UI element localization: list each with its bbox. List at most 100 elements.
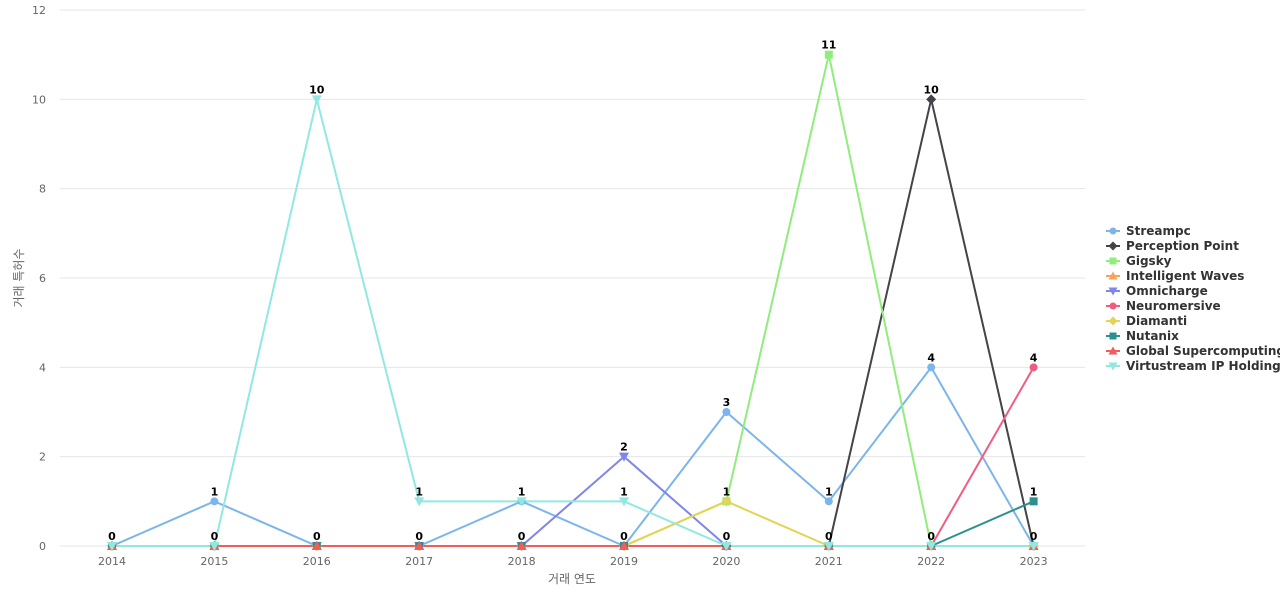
data-label: 0: [415, 530, 423, 543]
series-line-perception-point[interactable]: [112, 98, 1035, 547]
legend-label: Omnicharge: [1126, 284, 1208, 298]
x-tick-label: 2021: [815, 555, 843, 568]
legend-marker-icon[interactable]: [1108, 316, 1118, 326]
data-point-virtustream-ip-holding[interactable]: [107, 542, 117, 551]
data-point-virtustream-ip-holding[interactable]: [823, 542, 834, 551]
data-label: 0: [518, 530, 526, 543]
legend-label: Intelligent Waves: [1126, 269, 1244, 283]
data-point-streampc[interactable]: [824, 497, 833, 506]
data-label: 3: [723, 396, 731, 409]
data-label: 4: [927, 351, 935, 364]
legend-marker-icon[interactable]: [1108, 241, 1118, 251]
y-tick-label: 2: [39, 451, 46, 464]
y-tick-label: 0: [39, 540, 46, 553]
data-point-virtustream-ip-holding[interactable]: [1028, 542, 1039, 551]
data-label: 0: [825, 530, 833, 543]
data-label: 1: [211, 485, 219, 498]
data-point-global-supercomputing[interactable]: [619, 541, 629, 550]
legend-marker-icon[interactable]: [1108, 362, 1118, 371]
legend-label: Virtustream IP Holding: [1126, 359, 1280, 373]
legend-label: Neuromersive: [1126, 299, 1221, 313]
legend-marker-icon[interactable]: [1108, 287, 1118, 296]
legend-item-gigsky[interactable]: Gigsky: [1106, 254, 1172, 268]
legend-item-omnicharge[interactable]: Omnicharge: [1106, 284, 1208, 298]
legend-marker-icon[interactable]: [1109, 257, 1117, 265]
y-tick-label: 4: [39, 361, 46, 374]
data-point-virtustream-ip-holding[interactable]: [516, 497, 527, 507]
series-lines: [111, 53, 1035, 547]
data-label: 0: [313, 530, 321, 543]
x-tick-label: 2019: [610, 555, 638, 568]
legend-marker-icon[interactable]: [1108, 346, 1118, 355]
data-point-perception-point[interactable]: [926, 94, 937, 105]
data-point-global-supercomputing[interactable]: [311, 541, 322, 550]
legend-label: Perception Point: [1126, 239, 1239, 253]
legend-item-neuromersive[interactable]: Neuromersive: [1106, 299, 1221, 313]
data-point-streampc[interactable]: [210, 497, 219, 506]
series-markers[interactable]: [107, 50, 1039, 551]
data-label: 0: [108, 530, 116, 543]
x-tick-label: 2015: [200, 555, 228, 568]
legend-item-perception-point[interactable]: Perception Point: [1106, 239, 1239, 253]
data-point-virtustream-ip-holding[interactable]: [721, 542, 732, 551]
data-point-global-supercomputing[interactable]: [516, 541, 527, 550]
legend-marker-icon[interactable]: [1109, 302, 1117, 310]
x-tick-label: 2022: [917, 555, 945, 568]
series-line-virtustream-ip-holding[interactable]: [112, 98, 1034, 547]
legend-item-global-supercomputing[interactable]: Global Supercomputing: [1106, 344, 1280, 358]
y-tick-label: 10: [32, 93, 46, 106]
data-point-virtustream-ip-holding[interactable]: [209, 542, 220, 551]
x-tick-label: 2017: [405, 555, 433, 568]
legend-item-diamanti[interactable]: Diamanti: [1106, 314, 1187, 328]
data-point-streampc[interactable]: [722, 408, 731, 416]
data-point-nutanix[interactable]: [1029, 497, 1038, 506]
x-tick-label: 2023: [1020, 555, 1048, 568]
data-label: 0: [723, 530, 731, 543]
legend-label: Global Supercomputing: [1126, 344, 1280, 358]
data-point-streampc[interactable]: [927, 363, 936, 372]
x-axis-title: 거래 연도: [548, 572, 596, 586]
data-label: 0: [620, 530, 628, 543]
legend-item-virtustream-ip-holding[interactable]: Virtustream IP Holding: [1106, 359, 1280, 373]
data-point-gigsky[interactable]: [824, 50, 833, 59]
y-tick-label: 8: [39, 183, 46, 196]
data-point-global-supercomputing[interactable]: [414, 541, 425, 550]
legend-marker-icon[interactable]: [1108, 271, 1118, 280]
data-label: 1: [825, 485, 833, 498]
legend-marker-icon[interactable]: [1109, 332, 1117, 340]
x-tick-label: 2014: [98, 555, 126, 568]
series-line-streampc[interactable]: [111, 366, 1035, 547]
legend-label: Gigsky: [1126, 254, 1172, 268]
y-tick-label: 6: [39, 272, 46, 285]
data-point-diamanti[interactable]: [721, 496, 732, 507]
legend-label: Nutanix: [1126, 329, 1179, 343]
legend-marker-icon[interactable]: [1109, 227, 1117, 235]
series-line-gigsky[interactable]: [112, 53, 1034, 547]
y-axis-title: 거래 특허수: [12, 248, 26, 307]
data-label: 1: [1030, 485, 1038, 498]
data-point-neuromersive[interactable]: [1029, 363, 1038, 372]
data-point-omnicharge[interactable]: [619, 452, 629, 462]
data-label: 1: [415, 485, 423, 498]
y-tick-label: 12: [32, 4, 46, 17]
data-label: 0: [211, 530, 219, 543]
legend-item-intelligent-waves[interactable]: Intelligent Waves: [1106, 269, 1244, 283]
data-label: 0: [927, 530, 935, 543]
legend-label: Diamanti: [1126, 314, 1187, 328]
data-point-virtustream-ip-holding[interactable]: [414, 497, 425, 507]
legend-label: Streampc: [1126, 224, 1191, 238]
data-point-virtustream-ip-holding[interactable]: [619, 497, 629, 507]
data-point-virtustream-ip-holding[interactable]: [926, 542, 937, 551]
x-tick-label: 2018: [508, 555, 536, 568]
legend-item-nutanix[interactable]: Nutanix: [1106, 329, 1179, 343]
data-label: 1: [723, 485, 731, 498]
grid-lines: [60, 9, 1085, 547]
data-label: 11: [821, 39, 836, 52]
data-point-virtustream-ip-holding[interactable]: [311, 95, 322, 105]
legend-item-streampc[interactable]: Streampc: [1106, 224, 1191, 238]
